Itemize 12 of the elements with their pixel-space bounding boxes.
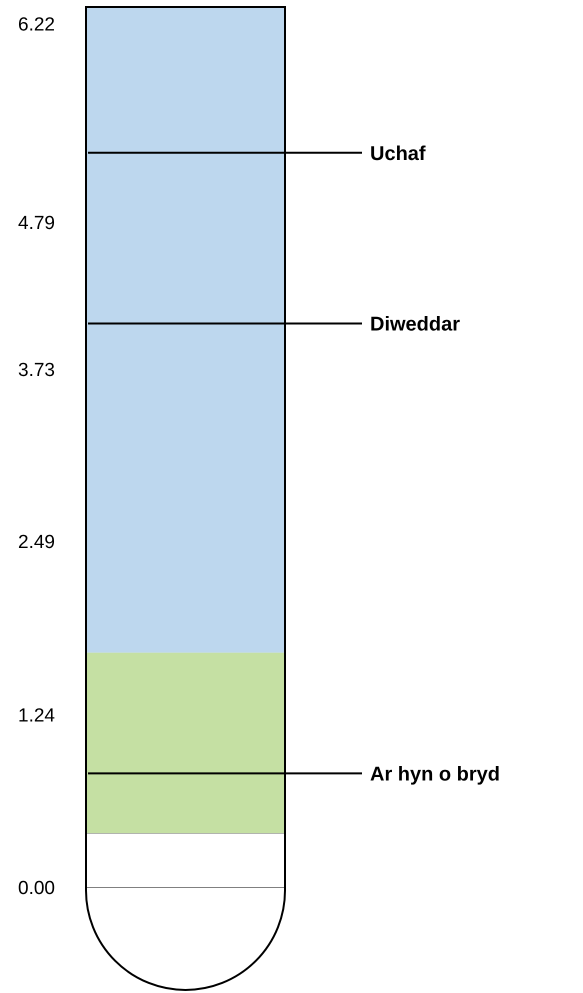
y-tick-label: 2.49: [18, 532, 55, 554]
ref-line-label: Uchaf: [370, 142, 426, 165]
bar: [86, 652, 285, 834]
ref-line-label: Ar hyn o bryd: [370, 763, 500, 786]
y-tick-label: 6.22: [18, 14, 55, 36]
bar: [86, 7, 285, 653]
bar: [86, 832, 286, 888]
y-tick-label: 4.79: [18, 212, 55, 234]
y-tick-label: 3.73: [18, 360, 55, 382]
ref-line-label: Diweddar: [370, 314, 460, 336]
y-tick-label: 1.24: [18, 706, 56, 727]
y-tick-label: 0.00: [18, 878, 55, 899]
